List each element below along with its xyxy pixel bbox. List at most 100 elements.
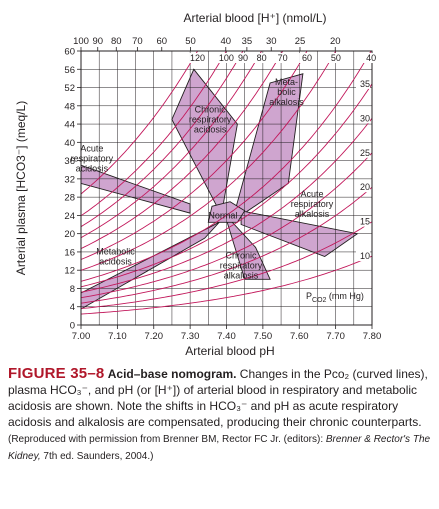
top-tick-label: 35 — [242, 36, 253, 47]
region-label-line: alkalosis — [224, 271, 259, 281]
top-tick-label: 25 — [295, 36, 306, 47]
region-label-line: Chronic — [226, 251, 258, 261]
region-label-line: respiratory — [220, 261, 263, 271]
region-label-line: alkalosis — [295, 209, 330, 219]
pco2-isobar-100 — [81, 51, 227, 217]
y-tick-label: 20 — [64, 229, 75, 240]
ticks-layer: 7.00 7.10 7.20 7.30 7.40 7.50 7.60 7.70 7.800481… — [64, 36, 381, 342]
y-tick-label: 52 — [64, 83, 75, 94]
y-axis-title: Arterial plasma [HCO3⁻] (meq/L) — [14, 101, 28, 275]
figure-caption: FIGURE 35–8 Acid–base nomogram. Changes … — [8, 366, 434, 464]
pco2-isobar-label-bg — [356, 251, 370, 262]
isobar-label-layer: 120 100 90 80 70 60 50 40 35 30 25 20 15 10 — [189, 53, 380, 262]
figure-number: FIGURE 35–8 — [8, 365, 105, 382]
y-tick-label: 56 — [64, 65, 75, 76]
pco2-isobar-60 — [81, 51, 308, 260]
pco2-isobar-label: 50 — [331, 53, 341, 63]
pco2-isobar-label-bg — [274, 53, 291, 63]
region-label-line: acidosis — [194, 125, 227, 135]
pco2-isobar-label-bg — [234, 53, 251, 63]
region-label-line: Acute — [300, 189, 323, 199]
pco2-isobar-label: 70 — [278, 53, 288, 63]
pco2-isobar-label-bg — [327, 53, 344, 63]
y-tick-label: 36 — [64, 156, 75, 167]
top-tick-label: 50 — [185, 36, 196, 47]
pco2-isobar-label-bg — [253, 53, 270, 63]
region-label-line: Acute — [80, 143, 103, 153]
y-tick-label: 12 — [64, 266, 75, 277]
pco2-isobar-label-bg — [356, 113, 370, 124]
region-label-line: Metabolic — [96, 247, 135, 257]
pco2-isobar-label: 15 — [360, 217, 370, 227]
figure-source-journal: Brenner & Rector's The Kidney, — [8, 434, 431, 462]
pco2-isobar-label-bg — [356, 216, 370, 227]
region-label-line: bolic — [277, 87, 296, 97]
y-tick-label: 24 — [64, 211, 75, 222]
region-label-acute-respiratory-acidosis: Acute respiratory acidosis — [71, 143, 114, 173]
pco2-isobar-label: 100 — [219, 53, 234, 63]
isobar-layer — [81, 51, 372, 315]
pco2-isobar-20 — [81, 186, 372, 304]
top-tick-label: 90 — [92, 36, 103, 47]
top-tick-label: 30 — [266, 36, 277, 47]
pco2-unit-sub: CO2 — [312, 297, 327, 304]
pco2-isobar-label: 25 — [360, 148, 370, 158]
pco2-isobar-label: 90 — [238, 53, 248, 63]
x-tick-label: 7.80 — [363, 331, 382, 342]
pco2-isobar-50 — [81, 51, 337, 271]
pco2-isobar-25 — [81, 152, 372, 299]
x-tick-label: 7.10 — [108, 331, 127, 342]
region-label-line: acidosis — [99, 257, 132, 267]
region-label-line: Chronic — [195, 105, 227, 115]
pco2-isobar-label-bg — [189, 53, 206, 63]
pco2-isobar-120 — [81, 51, 199, 195]
region-label-acute-respiratory-alkalosis: Acute respiratory alkalosis — [291, 189, 334, 219]
pco2-isobar-label: 120 — [190, 53, 205, 63]
pco2-isobar-label: 30 — [360, 113, 370, 123]
top-tick-label: 20 — [330, 36, 341, 47]
top-tick-label: 100 — [73, 36, 89, 47]
top-tick-label: 60 — [156, 36, 167, 47]
pco2-isobar-30 — [81, 118, 372, 293]
pco2-unit-p: P — [306, 291, 312, 301]
y-tick-label: 28 — [64, 193, 75, 204]
x-axis-title: Arterial blood pH — [185, 344, 274, 358]
x-tick-label: 7.00 — [72, 331, 91, 342]
region-label-line: respiratory — [189, 115, 232, 125]
x-tick-label: 7.40 — [217, 331, 236, 342]
y-tick-label: 44 — [64, 120, 75, 131]
region-label-metabolic-acidosis: Metabolic acidosis — [96, 247, 135, 267]
x-tick-label: 7.20 — [145, 331, 164, 342]
regions-layer — [81, 68, 359, 310]
pco2-isobar-label-bg — [356, 182, 370, 193]
pco2-isobar-10 — [81, 255, 372, 315]
region-label-chronic-respiratory-alkalosis: Chronic respiratory alkalosis — [220, 251, 263, 281]
pco2-isobar-40 — [81, 51, 372, 282]
figure-body: Changes in the Pco₂ (curved lines), plas… — [8, 367, 428, 429]
figure-source: (Reproduced with permission from Brenner… — [8, 434, 430, 462]
pco2-isobar-label: 40 — [366, 53, 376, 63]
pco2-isobar-label: 20 — [360, 182, 370, 192]
region-chronic-respiratory-acidosis — [171, 68, 238, 212]
pco2-isobar-label-bg — [363, 53, 380, 63]
pco2-isobar-label-bg — [299, 53, 316, 63]
y-tick-label: 16 — [64, 247, 75, 258]
pco2-isobar-70 — [81, 51, 284, 250]
region-label-line: alkalosis — [269, 97, 304, 107]
top-tick-label: 80 — [111, 36, 122, 47]
pco2-isobar-label-bg — [356, 78, 370, 89]
pco2-isobar-label-bg — [356, 147, 370, 158]
pco2-isobar-35 — [81, 83, 372, 288]
acid-base-nomogram-chart: 7.00 7.10 7.20 7.30 7.40 7.50 7.60 7.70 7.800481… — [14, 11, 381, 358]
x-tick-label: 7.70 — [326, 331, 345, 342]
pco2-isobar-label: 60 — [302, 53, 312, 63]
pco2-isobar-label: 10 — [360, 251, 370, 261]
region-label-metabolic-alkalosis: Meta-bolic alkalosis — [269, 77, 304, 107]
pco2-unit-label: PCO2 (mm Hg) — [306, 291, 364, 304]
figure-title: Acid–base nomogram. — [107, 367, 237, 381]
pco2-isobar-90 — [81, 51, 244, 228]
pco2-isobar-label-bg — [218, 53, 235, 63]
y-tick-label: 4 — [70, 302, 75, 313]
y-tick-label: 40 — [64, 138, 75, 149]
